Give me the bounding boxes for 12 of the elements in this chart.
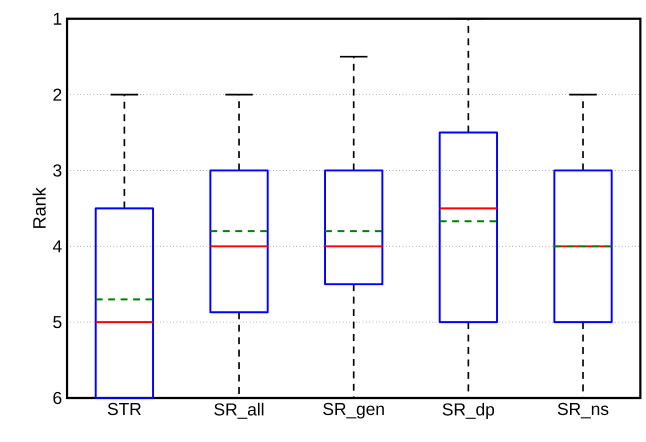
y-tick-label: 4 — [52, 240, 62, 252]
y-tick-label: 6 — [53, 392, 62, 404]
x-tick-label: SR_dp — [442, 402, 494, 419]
y-tick-label: 2 — [53, 88, 62, 101]
x-tick-label: SR_ns — [558, 402, 608, 418]
y-axis-title: Rank — [32, 187, 46, 228]
x-tick-label: SR_all — [214, 402, 264, 419]
y-tick-label: 5 — [53, 316, 62, 328]
y-tick-label: 3 — [53, 164, 62, 177]
x-tick-label: STR — [108, 402, 141, 416]
y-tick-label: 1 — [54, 12, 62, 25]
x-tick-label: SR_gen — [323, 402, 384, 419]
